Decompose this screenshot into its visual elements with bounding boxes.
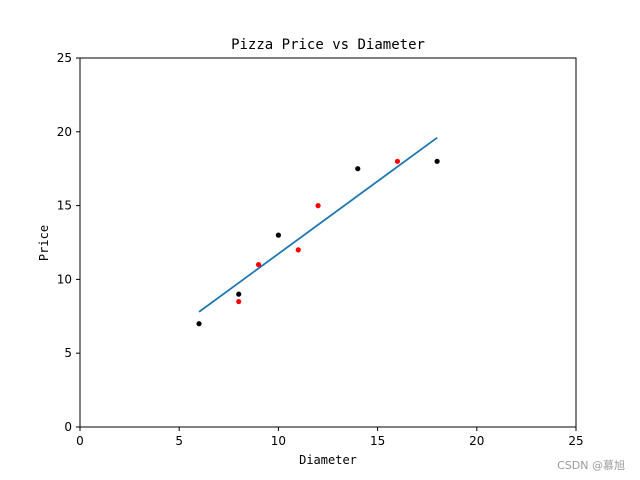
- y-tick-label: 20: [57, 125, 72, 139]
- data-point: [275, 232, 281, 238]
- x-tick-label: 20: [469, 434, 484, 448]
- y-tick-label: 15: [57, 199, 72, 213]
- y-tick-label: 10: [57, 272, 72, 286]
- data-point: [434, 158, 440, 164]
- data-point: [295, 247, 301, 253]
- chart-title: Pizza Price vs Diameter: [231, 37, 425, 53]
- data-point: [236, 291, 242, 297]
- y-tick-label: 25: [57, 51, 72, 65]
- y-tick-label: 0: [64, 420, 72, 434]
- chart-marks: [196, 136, 440, 327]
- y-tick-label: 5: [64, 346, 72, 360]
- x-tick-label: 5: [175, 434, 183, 448]
- x-tick-label: 0: [76, 434, 84, 448]
- x-tick-label: 10: [271, 434, 286, 448]
- data-point: [394, 158, 401, 164]
- plot-area-frame: [79, 57, 577, 428]
- x-axis-ticks: 0 5 10 15 20 25: [76, 427, 584, 448]
- data-point: [315, 203, 321, 209]
- x-axis-label: Diameter: [299, 453, 357, 467]
- y-axis-ticks: 0 5 10 15 20 25: [57, 51, 80, 434]
- x-tick-label: 25: [568, 434, 583, 448]
- y-axis-label: Price: [37, 225, 51, 261]
- data-point: [255, 262, 262, 268]
- regression-line: [198, 136, 438, 313]
- data-point: [355, 166, 361, 172]
- data-point: [236, 298, 242, 305]
- watermark: CSDN @慕旭: [557, 458, 625, 472]
- x-tick-label: 15: [370, 434, 385, 448]
- data-point: [196, 321, 202, 327]
